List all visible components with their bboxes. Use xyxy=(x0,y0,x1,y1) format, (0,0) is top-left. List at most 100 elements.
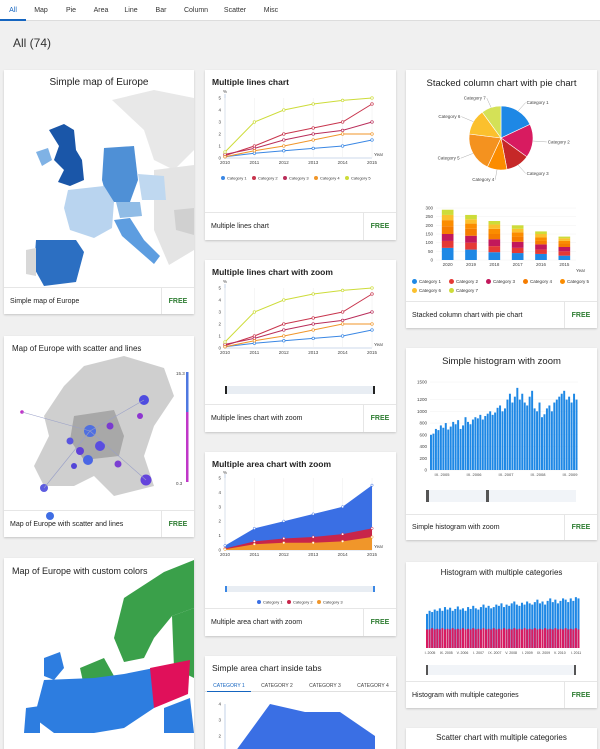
histogram-bar xyxy=(549,628,552,648)
card-stacked-column-pie[interactable]: Stacked column chart with pie chart Cate… xyxy=(406,70,597,328)
scatter-point xyxy=(46,512,54,520)
x-tick-label: 2015 xyxy=(559,262,570,267)
series-line xyxy=(224,287,373,343)
legend-item[interactable]: Category 7 xyxy=(449,288,478,293)
card-name: Map of Europe with scatter and lines xyxy=(10,520,124,528)
y-tick-label: 3 xyxy=(218,504,221,509)
histogram-bar xyxy=(553,402,556,470)
histogram-bar xyxy=(495,629,498,648)
tab-line[interactable]: Line xyxy=(124,7,138,14)
legend-item[interactable]: Category 6 xyxy=(412,288,441,293)
card-title: Multiple area chart with zoom xyxy=(212,459,332,469)
tab-pie[interactable]: Pie xyxy=(65,7,77,14)
tab-area[interactable]: Area xyxy=(93,7,109,14)
histogram-bar xyxy=(464,610,467,648)
histogram-bar xyxy=(464,417,467,470)
x-tick-label: IX. 2005 xyxy=(435,472,451,477)
card-multiple-lines-zoom[interactable]: Multiple lines chart with zoom 2010 2011 2… xyxy=(205,260,396,432)
card-scatter-multi[interactable]: Scatter chart with multiple categories xyxy=(406,728,597,749)
histogram-bar xyxy=(428,629,431,648)
histogram-bar xyxy=(503,607,506,648)
histogram-bar xyxy=(467,607,470,648)
x-tick-label: 2015 xyxy=(367,552,378,557)
card-multiple-area-zoom[interactable]: Multiple area chart with zoom 2010 2011 20… xyxy=(205,452,396,636)
legend-item[interactable]: Category 1 xyxy=(412,279,441,284)
data-point xyxy=(282,541,286,545)
tab-map[interactable]: Map xyxy=(34,7,48,14)
stacked-bar-segment xyxy=(558,247,571,252)
y-tick-label: 200 xyxy=(425,223,433,228)
histogram-bar xyxy=(505,604,508,648)
y-axis-label: % xyxy=(223,470,227,475)
card-area-inside-tabs[interactable]: Simple area chart inside tabs CATEGORY 1… xyxy=(205,656,396,749)
data-point xyxy=(311,138,315,142)
tab-misc[interactable]: Misc xyxy=(263,7,279,14)
inner-tab-category-1[interactable]: CATEGORY 1 xyxy=(207,680,251,692)
top-nav: All Map Pie Area Line Bar Column Scatter… xyxy=(0,0,600,21)
histogram-bar xyxy=(479,414,482,470)
card-footer: Multiple area chart with zoom FREE xyxy=(205,608,396,636)
card-name: Histogram with multiple categories xyxy=(412,691,519,699)
x-tick-label: I. 2009 xyxy=(522,651,533,655)
inner-tab-category-4[interactable]: CATEGORY 4 xyxy=(357,683,389,689)
histogram-bar xyxy=(490,608,493,648)
stacked-bar-segment xyxy=(558,236,571,239)
histogram-bar xyxy=(523,604,526,648)
card-histogram-multi[interactable]: Histogram with multiple categories I. 20… xyxy=(406,562,597,708)
zoom-slider[interactable] xyxy=(225,586,375,592)
histogram-bar xyxy=(513,396,516,470)
series-line xyxy=(224,133,372,158)
data-point xyxy=(340,318,345,323)
legend-item[interactable]: Category 3 xyxy=(486,279,515,284)
stacked-bar-segment xyxy=(558,255,571,260)
histogram-bar xyxy=(474,608,477,648)
histogram-bar xyxy=(559,628,562,648)
legend-item[interactable]: Category 4 xyxy=(523,279,552,284)
tab-bar[interactable]: Bar xyxy=(155,7,167,14)
tab-column[interactable]: Column xyxy=(183,7,209,14)
data-point xyxy=(311,322,315,326)
histogram-bar xyxy=(472,628,475,648)
zoom-slider[interactable] xyxy=(225,386,375,394)
stacked-bar-segment xyxy=(441,214,454,221)
data-point xyxy=(370,96,374,100)
legend-item[interactable]: Category 5 xyxy=(560,279,589,284)
legend-label: Category 2 xyxy=(258,176,278,181)
x-tick-label: 2012 xyxy=(279,350,290,355)
tab-all[interactable]: All xyxy=(0,0,26,21)
series-line xyxy=(224,103,373,157)
card-map-custom-colors[interactable]: Map of Europe with custom colors xyxy=(4,558,194,749)
card-histogram-zoom[interactable]: Simple histogram with zoom 0 200 400 600 800… xyxy=(406,348,597,540)
legend-label: Category 4 xyxy=(320,176,340,181)
histogram-bar xyxy=(577,598,580,648)
stacked-bar-segment xyxy=(535,249,547,254)
legend-item[interactable]: Category 2 xyxy=(449,279,478,284)
card-multiple-lines[interactable]: Multiple lines chart 2010 2011 2012 2013 201… xyxy=(205,70,396,240)
histogram-bar xyxy=(508,605,511,648)
inner-tab-category-3[interactable]: CATEGORY 3 xyxy=(309,683,341,689)
histogram-bar xyxy=(500,603,503,648)
x-tick-label: IX. 2005 xyxy=(440,651,453,655)
x-tick-label: 2016 xyxy=(536,262,547,267)
scatter-point xyxy=(114,460,122,468)
inner-tab-category-2[interactable]: CATEGORY 2 xyxy=(261,683,293,689)
series-line xyxy=(224,293,373,347)
scatter-point xyxy=(137,413,143,419)
zoom-slider[interactable] xyxy=(426,490,576,502)
y-tick-label: 1000 xyxy=(417,409,428,414)
card-map-scatter-lines[interactable]: Map of Europe with scatter and lines 15.… xyxy=(4,336,194,537)
histogram-bar xyxy=(533,408,536,470)
card-title: Multiple lines chart xyxy=(212,77,289,87)
tab-scatter[interactable]: Scatter xyxy=(223,7,247,14)
histogram-bar xyxy=(526,601,529,648)
data-point xyxy=(311,512,315,516)
card-simple-map-europe[interactable]: Simple map of Europe Simple map of Europ… xyxy=(4,70,194,314)
card-name: Multiple lines chart xyxy=(211,223,269,230)
scatter-point xyxy=(71,463,77,469)
histogram-bar xyxy=(549,598,552,648)
histogram-bar xyxy=(449,607,452,648)
pie-label: Category 3 xyxy=(527,171,550,176)
legend-marker xyxy=(345,176,349,180)
histogram-bar xyxy=(454,424,457,470)
zoom-slider[interactable] xyxy=(426,665,576,675)
